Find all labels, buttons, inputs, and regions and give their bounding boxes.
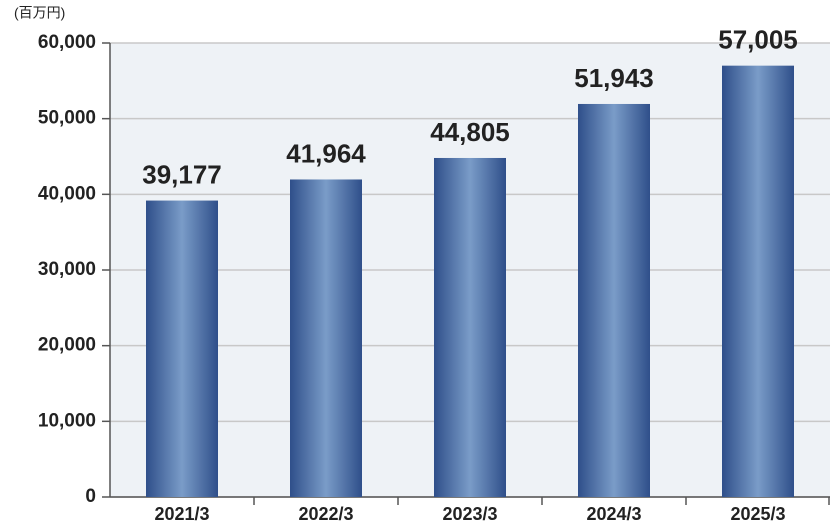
x-tick-label: 2021/3	[154, 504, 209, 524]
x-tick-label: 2023/3	[442, 504, 497, 524]
y-tick-label: 50,000	[38, 108, 96, 129]
x-tick-label: 2024/3	[586, 504, 641, 524]
value-label: 51,943	[574, 63, 654, 93]
bar	[290, 179, 362, 497]
unit-label: (百万円)	[14, 5, 65, 21]
y-tick-label: 20,000	[38, 335, 96, 356]
y-tick-label: 0	[85, 486, 96, 507]
y-tick-label: 60,000	[38, 32, 96, 53]
y-tick-label: 40,000	[38, 183, 96, 204]
value-label: 57,005	[718, 25, 798, 55]
value-label: 39,177	[142, 159, 222, 189]
bar	[722, 65, 794, 497]
bar	[146, 200, 218, 497]
bar	[578, 103, 650, 497]
x-tick-label: 2025/3	[730, 504, 785, 524]
bar	[434, 157, 506, 497]
y-tick-label: 30,000	[38, 259, 96, 280]
x-tick-label: 2022/3	[298, 504, 353, 524]
y-tick-label: 10,000	[38, 410, 96, 431]
value-label: 44,805	[430, 117, 510, 147]
value-label: 41,964	[286, 138, 366, 168]
